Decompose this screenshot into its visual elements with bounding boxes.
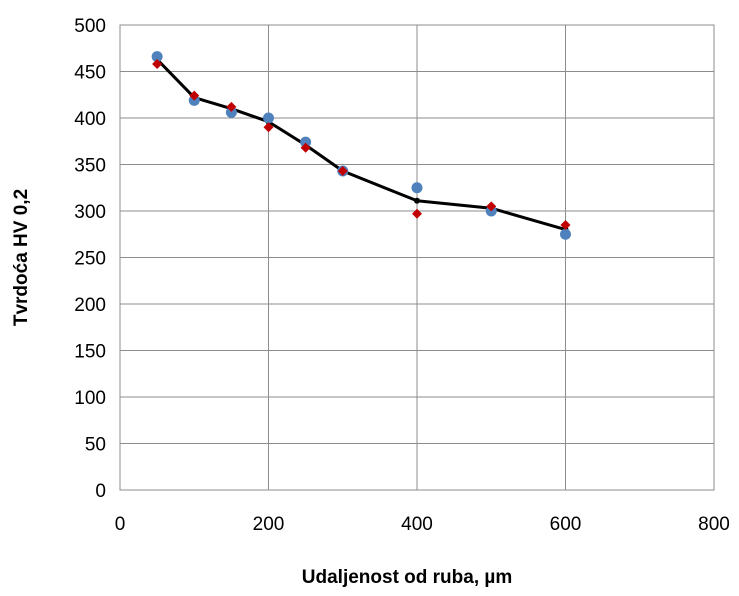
y-tick-label: 200 xyxy=(74,295,106,316)
x-tick-label: 800 xyxy=(698,514,730,535)
mean-line xyxy=(156,58,566,232)
diamond-point xyxy=(263,122,274,133)
y-tick-label: 350 xyxy=(74,156,106,177)
y-tick-label: 400 xyxy=(74,109,106,130)
diamond-point xyxy=(152,59,163,70)
y-tick-label: 0 xyxy=(95,481,106,502)
y-tick-label: 300 xyxy=(74,202,106,223)
diamond-point xyxy=(486,201,497,212)
diamond-point xyxy=(412,208,422,219)
y-tick-labels: 0 50 100 150 200 250 300 350 400 450 500 xyxy=(74,16,106,502)
diamond-point xyxy=(226,101,237,112)
x-tick-label: 400 xyxy=(401,514,433,535)
diamond-point xyxy=(189,90,200,101)
plot-area-frame xyxy=(119,24,715,491)
diamond-point xyxy=(337,166,348,177)
y-tick-label: 500 xyxy=(74,16,106,37)
x-axis-title: Udaljenost od ruba, µm xyxy=(302,567,512,588)
circle-point xyxy=(411,182,423,194)
x-tick-label: 0 xyxy=(115,514,126,535)
diamond-point xyxy=(560,219,571,230)
y-tick-label: 250 xyxy=(74,249,106,270)
circle-point xyxy=(151,51,163,63)
data-series xyxy=(151,51,571,240)
y-tick-label: 100 xyxy=(74,388,106,409)
gridlines xyxy=(119,24,715,491)
mean-point xyxy=(414,197,420,204)
y-tick-label: 150 xyxy=(74,342,106,363)
y-axis-title: Tvrdoća HV 0,2 xyxy=(11,189,32,326)
diamond-point xyxy=(300,142,311,153)
circle-point xyxy=(225,106,237,118)
y-tick-label: 450 xyxy=(74,63,106,84)
y-tick-label: 50 xyxy=(85,435,106,456)
x-tick-label: 200 xyxy=(253,514,285,535)
x-tick-label: 600 xyxy=(550,514,582,535)
circle-point xyxy=(560,228,571,240)
x-tick-labels: 0 200 400 600 800 xyxy=(115,514,730,535)
circle-point xyxy=(300,136,312,148)
circle-point xyxy=(263,112,274,124)
